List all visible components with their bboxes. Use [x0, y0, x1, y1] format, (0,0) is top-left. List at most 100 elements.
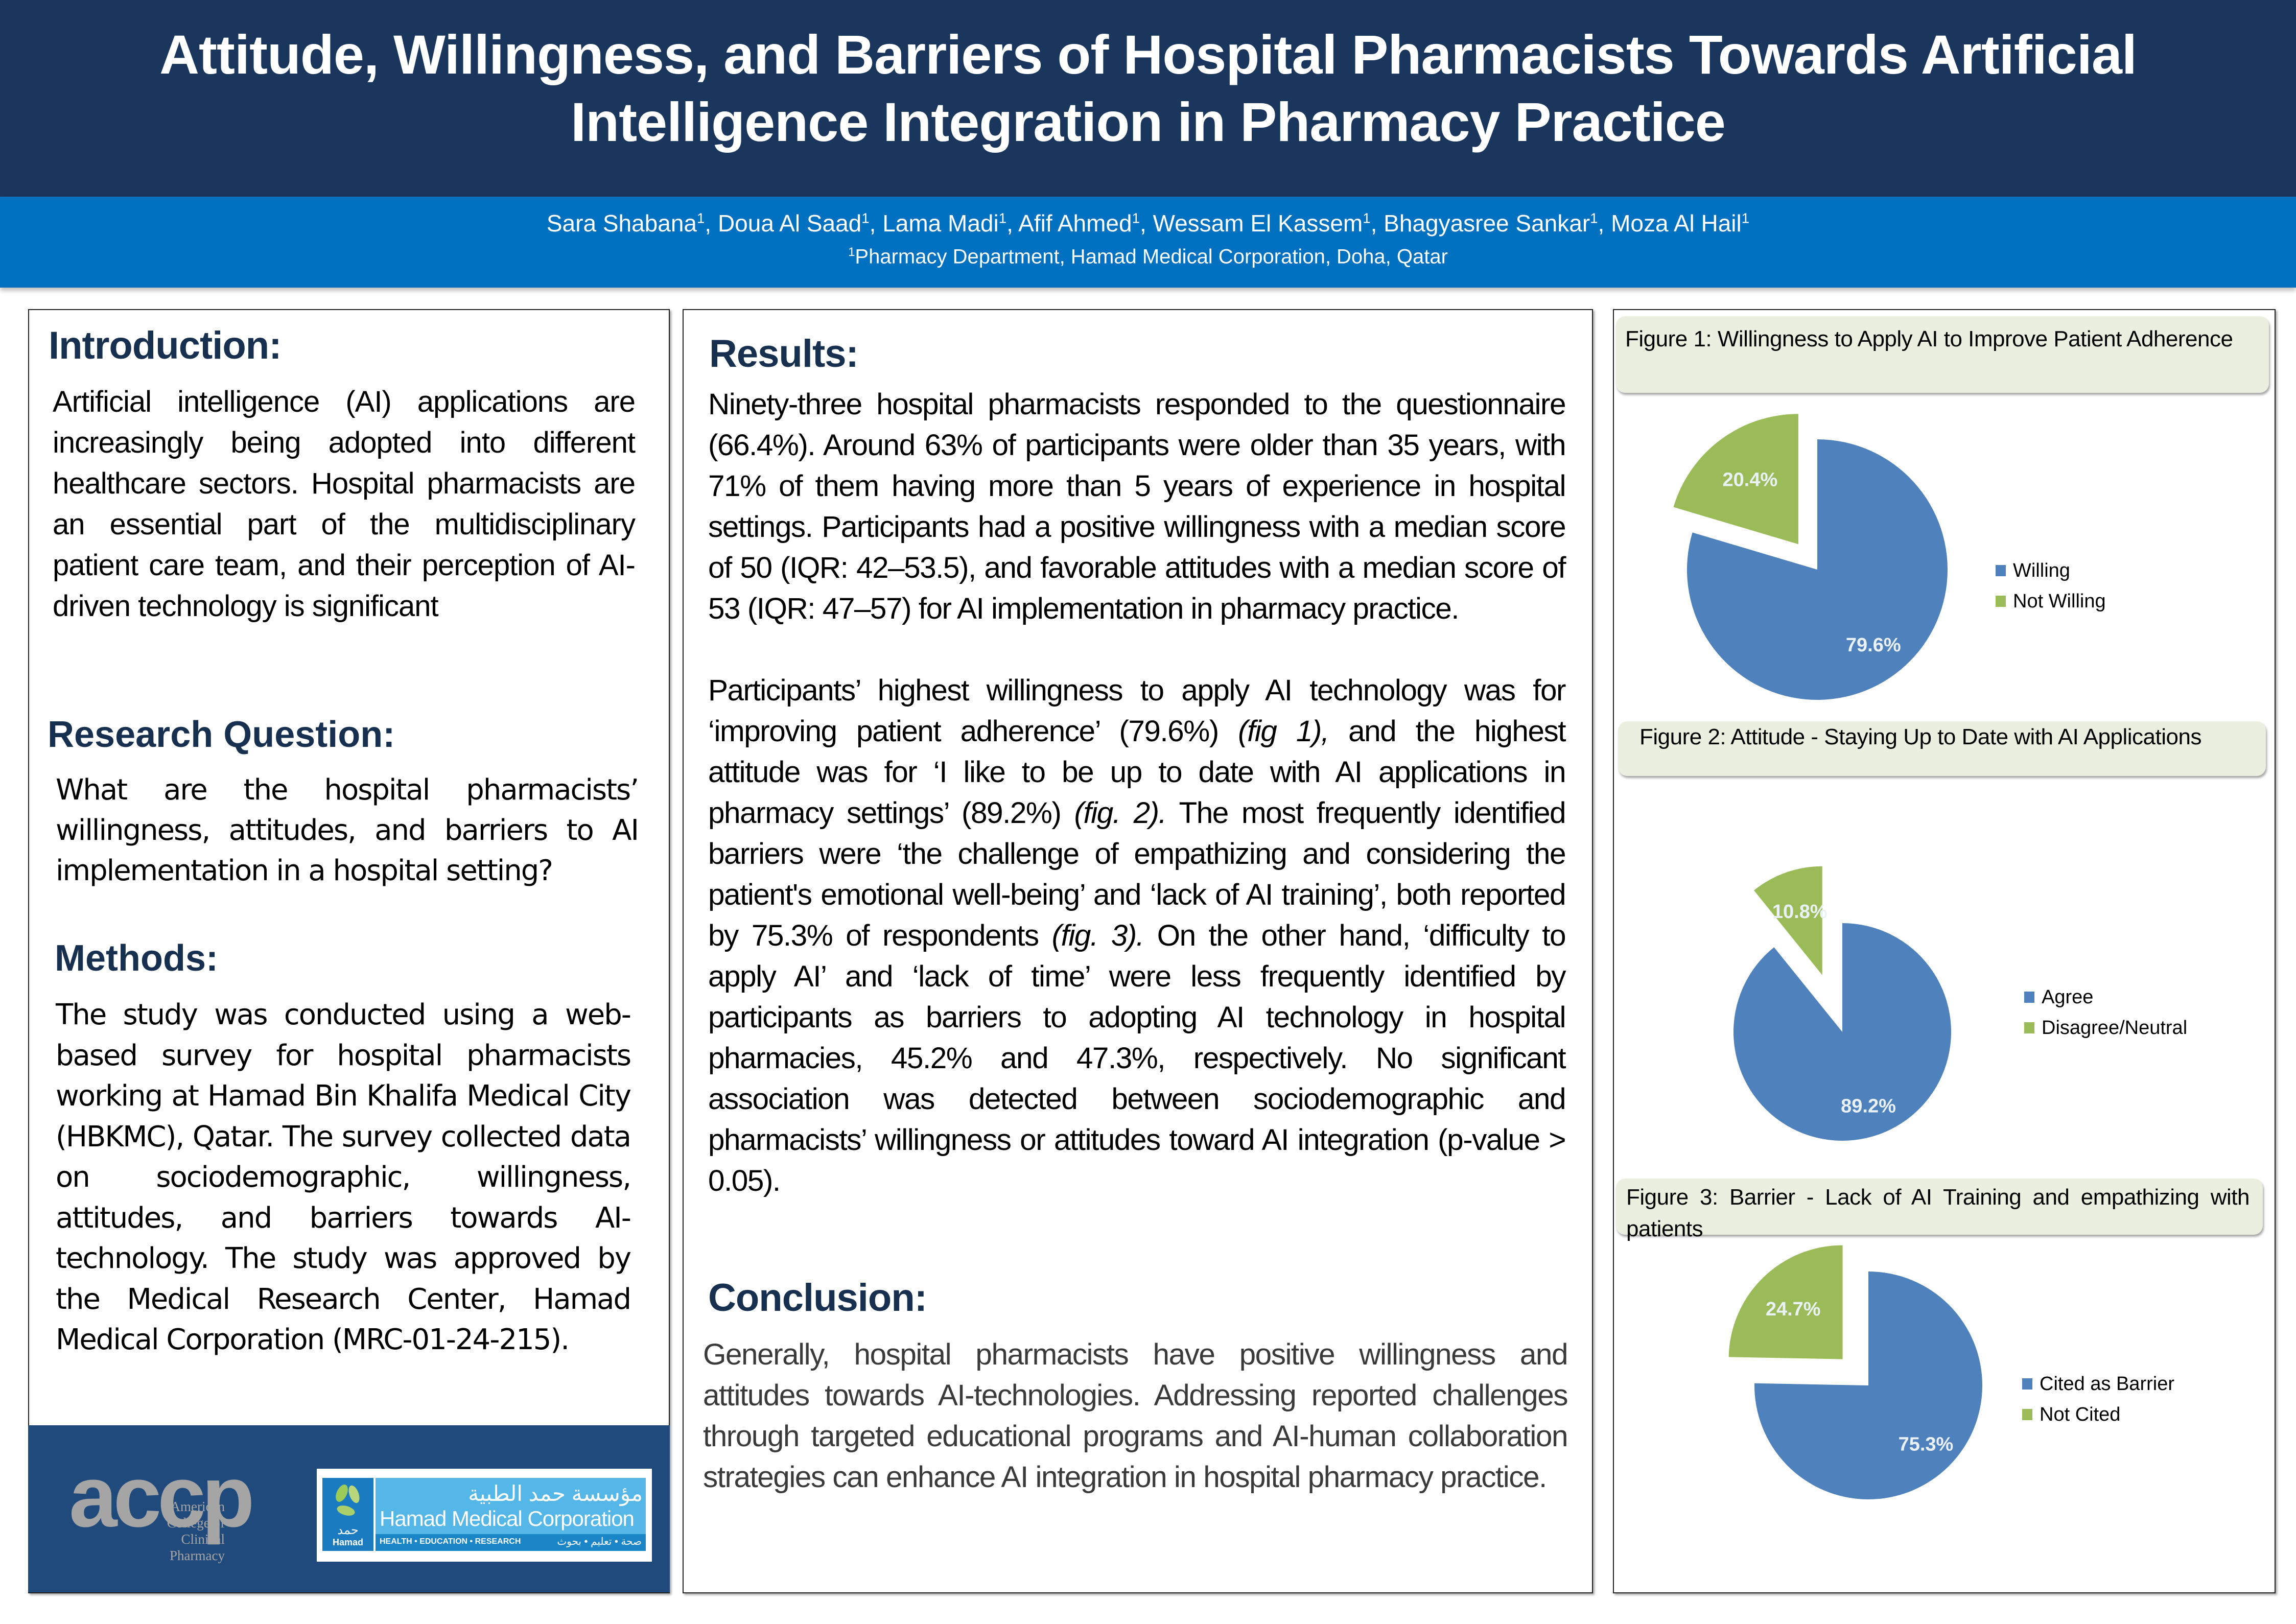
hamad-mark-arabic: حمد: [337, 1523, 359, 1537]
results-text-run: The most frequently identified barriers …: [708, 796, 1566, 952]
accp-line-3: Clinical Pharmacy: [170, 1532, 225, 1563]
conclusion-text: Generally, hospital pharmacists have pos…: [703, 1338, 1568, 1494]
legend-item: Cited as Barrier: [2022, 1369, 2174, 1399]
pie-slice-cited-as-barrier: [1754, 1272, 1982, 1499]
author-name: Lama Madi: [882, 210, 999, 237]
author-affiliation-mark: 1: [1363, 210, 1371, 226]
figure-reference: (fig 1),: [1238, 715, 1329, 748]
figure-2-caption: Figure 2: Attitude - Staying Up to Date …: [1618, 721, 2266, 776]
hamad-wordmark: مؤسسة حمد الطبية Hamad Medical Corporati…: [376, 1478, 646, 1551]
legend-swatch: [1996, 596, 2006, 607]
poster-title-line-2: Intelligence Integration in Pharmacy Pra…: [571, 90, 1726, 153]
legend-label: Not Cited: [2040, 1404, 2121, 1425]
hamad-arabic-name: مؤسسة حمد الطبية: [468, 1481, 643, 1505]
author-list: Sara Shabana1, Doua Al Saad1, Lama Madi1…: [546, 210, 1750, 237]
legend-label: Willing: [2013, 560, 2070, 581]
introduction-heading: Introduction:: [49, 324, 282, 367]
hamad-mark: حمد Hamad: [322, 1478, 373, 1551]
pie-chart-2: 89.2% 10.8%: [1733, 866, 1951, 1141]
research-question-text: What are the hospital pharmacists’ willi…: [56, 773, 639, 887]
conclusion-heading: Conclusion:: [708, 1276, 927, 1320]
accp-line-2: College of: [167, 1515, 225, 1531]
hamad-english-name: Hamad Medical Corporation: [380, 1507, 635, 1531]
research-question-heading: Research Question:: [48, 714, 395, 755]
pie-slice-agree: [1733, 923, 1951, 1141]
results-paragraph-2: Participants’ highest willingness to app…: [708, 670, 1566, 1202]
pie-chart-1: 79.6% 20.4%: [1673, 414, 1948, 700]
results-text-run: Participants’ highest willingness to app…: [708, 674, 1566, 748]
author-banner: Sara Shabana1, Doua Al Saad1, Lama Madi1…: [0, 197, 2296, 288]
hamad-tagline: HEALTH • EDUCATION • RESEARCH: [380, 1537, 521, 1546]
legend-item: Not Cited: [2022, 1399, 2174, 1430]
author-affiliation-mark: 1: [1590, 210, 1598, 226]
legend-swatch: [1996, 565, 2006, 576]
methods-text: The study was conducted using a web-base…: [56, 998, 631, 1356]
figure-3-caption: Figure 3: Barrier - Lack of AI Training …: [1616, 1179, 2263, 1241]
author-affiliation-mark: 1: [861, 210, 870, 226]
hamad-medical-corporation-logo: حمد Hamad مؤسسة حمد الطبية Hamad Medical…: [317, 1469, 652, 1562]
accp-logo: accp American College of Clinical Pharma…: [69, 1448, 273, 1564]
pie-slice-willing: [1687, 439, 1948, 700]
pie-slice-not-cited: [1728, 1245, 1843, 1359]
hamad-tagline-strip: HEALTH • EDUCATION • RESEARCH صحة • تعلي…: [376, 1534, 646, 1551]
pie-slice-not-willing: [1673, 414, 1798, 545]
author-affiliation-mark: 1: [998, 210, 1007, 226]
pie-data-label: 10.8%: [1772, 901, 1828, 923]
accp-line-1: American: [170, 1499, 225, 1514]
figure-reference: (fig. 2).: [1074, 796, 1167, 830]
pie-data-label: 75.3%: [1899, 1434, 1954, 1455]
methods-heading: Methods:: [55, 938, 218, 979]
author-affiliation-mark: 1: [697, 210, 705, 226]
legend-item: Willing: [1996, 555, 2106, 586]
results-paragraph-1: Ninety-three hospital pharmacists respon…: [708, 388, 1566, 625]
figure-2-title: Figure 2: Attitude - Staying Up to Date …: [1639, 724, 2201, 749]
figure-3-legend: Cited as Barrier Not Cited: [2022, 1369, 2174, 1430]
author-name: Doua Al Saad: [717, 210, 862, 237]
middle-column-panel: Results: Ninety-three hospital pharmacis…: [683, 309, 1593, 1593]
right-column-figures-panel: Figure 1: Willingness to Apply AI to Imp…: [1613, 309, 2276, 1593]
legend-label: Cited as Barrier: [2040, 1373, 2174, 1395]
pie-chart-3: 75.3% 24.7%: [1728, 1245, 1982, 1499]
pie-slice-disagree-neutral: [1754, 866, 1822, 975]
author-affiliation-mark: 1: [1741, 210, 1750, 226]
figure-2-legend: Agree Disagree/Neutral: [2024, 982, 2187, 1043]
hamad-mark-english: Hamad: [332, 1537, 364, 1547]
legend-swatch: [2024, 1022, 2034, 1033]
legend-item: Agree: [2024, 982, 2187, 1013]
legend-swatch: [2022, 1409, 2032, 1420]
legend-label: Disagree/Neutral: [2042, 1017, 2188, 1039]
legend-item: Not Willing: [1996, 586, 2106, 617]
author-name: Afif Ahmed: [1018, 210, 1132, 237]
author-name: Sara Shabana: [546, 210, 697, 237]
figure-reference: (fig. 3).: [1051, 919, 1144, 952]
logo-panel: accp American College of Clinical Pharma…: [28, 1425, 670, 1592]
legend-label: Agree: [2042, 986, 2094, 1008]
hamad-tagline-arabic: صحة • تعليم • بحوث: [557, 1536, 642, 1547]
legend-label: Not Willing: [2013, 591, 2106, 612]
accp-logo-subtitle: American College of Clinical Pharmacy: [133, 1498, 225, 1564]
author-name: Bhagyasree Sankar: [1384, 210, 1590, 237]
pie-data-label: 20.4%: [1723, 469, 1778, 491]
accp-logo-letters: accp: [69, 1448, 254, 1545]
affiliation: 1Pharmacy Department, Hamad Medical Corp…: [0, 245, 2296, 268]
legend-swatch: [2024, 992, 2034, 1003]
poster-title: Attitude, Willingness, and Barriers of H…: [50, 21, 2246, 156]
figure-3-title: Figure 3: Barrier - Lack of AI Training …: [1626, 1185, 2250, 1241]
poster-title-line-1: Attitude, Willingness, and Barriers of H…: [159, 23, 2137, 85]
affiliation-mark: 1: [848, 245, 855, 259]
results-text-run: On the other hand, ‘difficulty to apply …: [708, 919, 1566, 1197]
author-name: Moza Al Hail: [1611, 210, 1742, 237]
title-banner: Attitude, Willingness, and Barriers of H…: [0, 0, 2296, 197]
figure-1-legend: Willing Not Willing: [1996, 555, 2106, 617]
results-heading: Results:: [709, 332, 859, 375]
left-column-panel: Introduction: Artificial intelligence (A…: [28, 309, 670, 1593]
legend-item: Disagree/Neutral: [2024, 1013, 2187, 1043]
results-text-run: and the highest attitude was for ‘I like…: [708, 715, 1566, 830]
figure-1-title: Figure 1: Willingness to Apply AI to Imp…: [1625, 326, 2233, 351]
legend-swatch: [2022, 1378, 2032, 1390]
pie-charts: 79.6% 20.4% 89.2% 10.8% 75.3% 24.7%: [1673, 414, 1982, 1499]
figure-1-caption: Figure 1: Willingness to Apply AI to Imp…: [1616, 316, 2269, 393]
pie-data-label: 79.6%: [1846, 634, 1901, 656]
author-affiliation-mark: 1: [1132, 210, 1140, 226]
pie-data-label: 24.7%: [1766, 1299, 1821, 1320]
